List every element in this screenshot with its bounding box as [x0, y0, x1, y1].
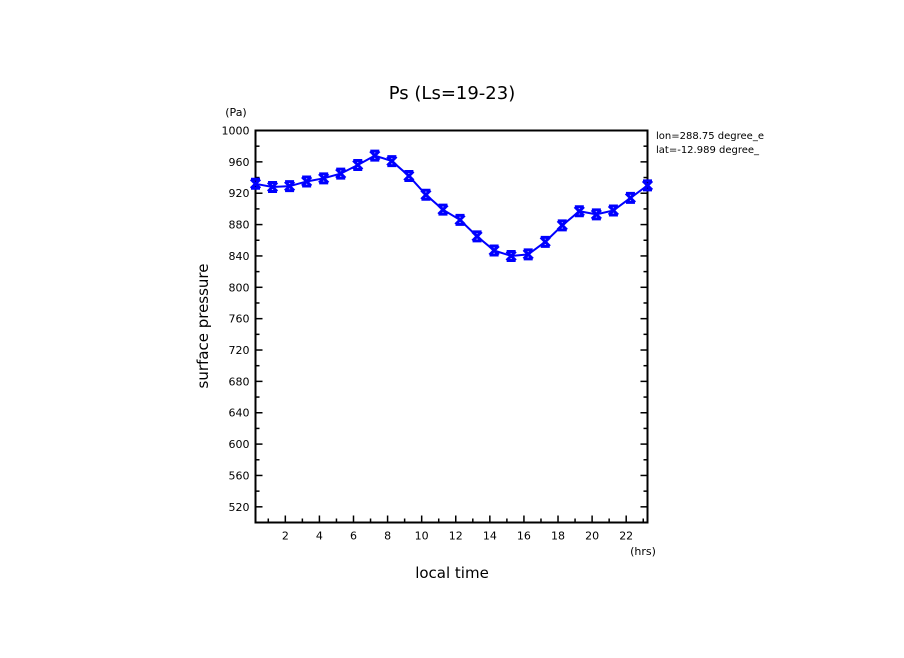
- data-point-marker: [403, 169, 415, 182]
- data-point-marker: [624, 191, 637, 204]
- x-tick-label: 18: [551, 530, 565, 543]
- data-point-marker: [249, 177, 262, 190]
- y-axis-label: surface pressure: [194, 264, 212, 389]
- data-point-marker: [539, 235, 551, 248]
- x-tick-label: 10: [415, 530, 429, 543]
- x-tick-label: 6: [350, 530, 357, 543]
- y-tick-label: 960: [229, 156, 250, 169]
- annotation-lon: lon=288.75 degree_e: [656, 131, 764, 142]
- chart-title: Ps (Ls=19-23): [389, 83, 515, 104]
- x-tick-label: 12: [449, 530, 463, 543]
- data-point-marker: [420, 188, 432, 201]
- x-tick-label: 14: [483, 530, 497, 543]
- x-tick-label: 22: [619, 530, 633, 543]
- y-tick-label: 840: [229, 250, 250, 263]
- x-tick-label: 2: [282, 530, 289, 543]
- data-point-marker: [301, 175, 313, 188]
- data-point-marker: [556, 219, 568, 232]
- data-point-marker: [352, 158, 364, 171]
- plot-frame: [254, 129, 649, 524]
- y-tick-label: 920: [229, 187, 250, 200]
- data-point-marker: [386, 155, 398, 168]
- y-tick-label: 640: [229, 407, 250, 420]
- data-point-marker: [641, 179, 654, 192]
- data-point-marker: [505, 249, 517, 262]
- y-tick-label: 560: [229, 469, 250, 482]
- y-tick-label: 680: [229, 375, 250, 388]
- x-tick-label: 8: [384, 530, 391, 543]
- data-point-marker: [454, 213, 466, 226]
- data-point-marker: [335, 167, 347, 180]
- x-tick-label: 20: [585, 530, 599, 543]
- y-tick-label: 800: [229, 281, 250, 294]
- y-tick-label: 600: [229, 438, 250, 451]
- x-axis-label: local time: [415, 564, 489, 582]
- data-point-marker: [318, 172, 330, 185]
- data-point-marker: [590, 208, 602, 221]
- annotation-lat: lat=-12.989 degree_: [656, 145, 760, 156]
- series-line: [255, 154, 649, 257]
- data-point-marker: [437, 203, 449, 216]
- data-point-marker: [522, 248, 534, 261]
- data-point-marker: [369, 149, 381, 162]
- data-point-marker: [266, 180, 279, 193]
- x-tick-label: 4: [316, 530, 323, 543]
- data-point-marker: [284, 180, 296, 193]
- data-point-marker: [471, 230, 483, 243]
- x-unit-label: (hrs): [630, 545, 656, 558]
- y-unit-label: (Pa): [225, 106, 246, 119]
- y-tick-label: 880: [229, 219, 250, 232]
- y-tick-label: 1000: [222, 125, 250, 138]
- y-tick-label: 760: [229, 313, 250, 326]
- data-point-marker: [488, 244, 500, 257]
- y-tick-label: 520: [229, 501, 250, 514]
- data-point-marker: [573, 205, 585, 218]
- x-tick-label: 16: [517, 530, 531, 543]
- y-tick-label: 720: [229, 344, 250, 357]
- data-point-marker: [607, 204, 619, 217]
